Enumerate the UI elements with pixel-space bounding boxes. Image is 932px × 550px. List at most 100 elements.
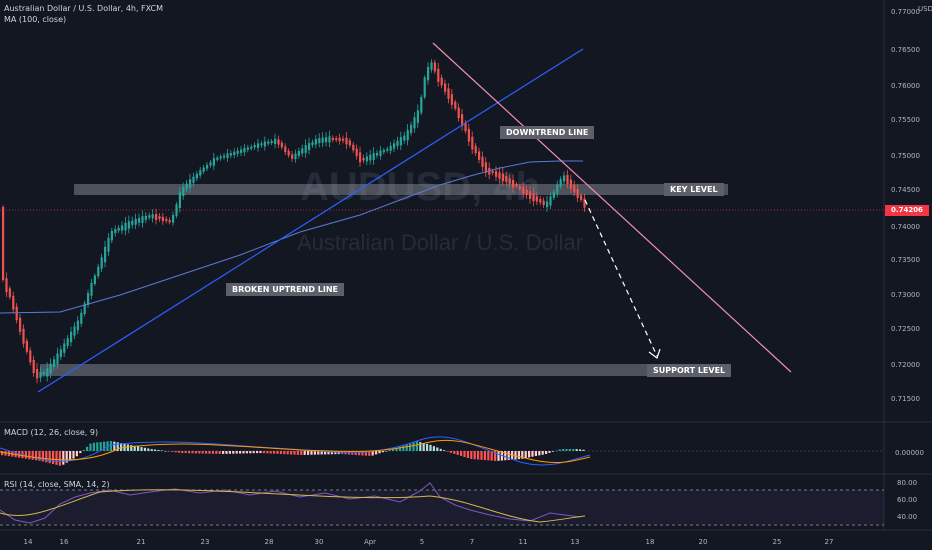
- macd-histogram-bar: [477, 451, 480, 460]
- broken-uptrend-label[interactable]: BROKEN UPTREND LINE: [226, 283, 344, 296]
- macd-histogram-bar: [58, 451, 61, 466]
- macd-histogram-bar: [324, 451, 327, 455]
- macd-histogram-bar: [147, 448, 150, 451]
- macd-histogram-bar: [572, 449, 575, 451]
- downtrend-line[interactable]: [432, 42, 792, 373]
- macd-histogram-bar: [388, 450, 391, 451]
- downtrend-line-label[interactable]: DOWNTREND LINE: [500, 126, 595, 139]
- candle-body: [382, 150, 385, 153]
- macd-histogram-bar: [79, 451, 82, 454]
- candle-body: [182, 186, 185, 197]
- macd-histogram-bar: [164, 450, 167, 452]
- macd-histogram-bar: [517, 451, 520, 460]
- macd-histogram-bar: [371, 451, 374, 456]
- macd-histogram-bar: [194, 451, 197, 454]
- candle-body: [321, 137, 324, 143]
- candle-body: [355, 148, 358, 157]
- candle-body: [144, 215, 147, 220]
- macd-histogram-bar: [460, 451, 463, 456]
- macd-histogram-bar: [541, 451, 544, 455]
- macd-histogram-bar: [463, 451, 466, 458]
- macd-histogram-bar: [211, 451, 214, 454]
- candle-body: [430, 62, 433, 70]
- rsi-indicator-label[interactable]: RSI (14, close, SMA, 14, 2): [4, 480, 110, 489]
- candle-body: [311, 142, 314, 146]
- price-label-4: 0.75000: [891, 152, 920, 160]
- support-level-label[interactable]: SUPPORT LEVEL: [647, 364, 732, 377]
- candle-body: [314, 139, 317, 145]
- macd-histogram-bar: [269, 451, 272, 454]
- macd-histogram-bar: [65, 451, 68, 463]
- macd-histogram-bar: [92, 442, 95, 451]
- macd-histogram-bar: [494, 451, 497, 461]
- ma-indicator-label[interactable]: MA (100, close): [4, 15, 67, 24]
- candle-body: [212, 158, 215, 166]
- macd-histogram-bar: [273, 451, 276, 454]
- candle-body: [576, 189, 579, 198]
- candle-body: [406, 129, 409, 141]
- macd-histogram-bar: [473, 451, 476, 460]
- candle-body: [36, 368, 39, 379]
- key-level-label[interactable]: KEY LEVEL: [664, 183, 724, 196]
- macd-histogram-bar: [375, 451, 378, 455]
- macd-histogram-bar: [436, 447, 439, 451]
- candle-body: [284, 146, 287, 153]
- macd-histogram-bar: [262, 451, 265, 454]
- macd-histogram-bar: [35, 451, 38, 461]
- candle-body: [389, 145, 392, 151]
- time-label-11: 18: [646, 538, 655, 546]
- candle-body: [413, 117, 416, 129]
- macd-histogram-bar: [52, 451, 55, 464]
- candle-body: [124, 222, 127, 231]
- candle-body: [155, 213, 158, 220]
- candle-body: [308, 143, 311, 151]
- candle-body: [569, 179, 572, 189]
- macd-histogram-bar: [198, 451, 201, 454]
- macd-histogram-bar: [218, 451, 221, 454]
- macd-histogram-bar: [249, 451, 252, 454]
- candle-body: [583, 198, 586, 208]
- candle-body: [141, 216, 144, 223]
- macd-histogram-bar: [483, 451, 486, 461]
- macd-histogram-bar: [48, 451, 51, 464]
- ma-100-line: [0, 160, 583, 314]
- macd-histogram-bar: [443, 450, 446, 451]
- macd-histogram-bar: [276, 451, 279, 454]
- candle-body: [566, 174, 569, 184]
- candle-body: [498, 172, 501, 179]
- macd-histogram-bar: [528, 451, 531, 458]
- candle-body: [410, 124, 413, 133]
- candle-body: [437, 68, 440, 82]
- time-label-10: 13: [571, 538, 580, 546]
- last-price-tag: 0.74206: [885, 205, 929, 216]
- macd-histogram-bar: [62, 451, 65, 465]
- macd-histogram-bar: [320, 451, 323, 455]
- macd-histogram-bar: [524, 451, 527, 459]
- macd-histogram-bar: [235, 451, 238, 454]
- macd-histogram-bar: [72, 451, 75, 459]
- symbol-title[interactable]: Australian Dollar / U.S. Dollar, 4h, FXC…: [4, 4, 164, 13]
- candle-body: [297, 151, 300, 156]
- candle-body: [32, 359, 35, 374]
- candle-body: [97, 266, 100, 277]
- candle-body: [399, 137, 402, 146]
- candle-body: [512, 179, 515, 188]
- macd-histogram-bar: [422, 443, 425, 451]
- macd-indicator-label[interactable]: MACD (12, 26, close, 9): [4, 428, 99, 437]
- projection-arrow[interactable]: [584, 199, 658, 357]
- macd-histogram-bar: [245, 451, 248, 454]
- candle-body: [549, 196, 552, 206]
- candle-body: [532, 193, 535, 202]
- candle-body: [508, 178, 511, 184]
- support-level-zone[interactable]: [40, 364, 728, 376]
- macd-histogram-bar: [317, 451, 320, 455]
- macd-histogram-bar: [113, 441, 116, 451]
- candle-body: [505, 175, 508, 182]
- macd-histogram-bar: [205, 451, 208, 454]
- macd-histogram-bar: [415, 441, 418, 451]
- key-level-zone[interactable]: [74, 184, 728, 195]
- candle-body: [386, 148, 389, 151]
- broken-uptrend-line[interactable]: [37, 48, 584, 393]
- macd-histogram-bar: [310, 451, 313, 455]
